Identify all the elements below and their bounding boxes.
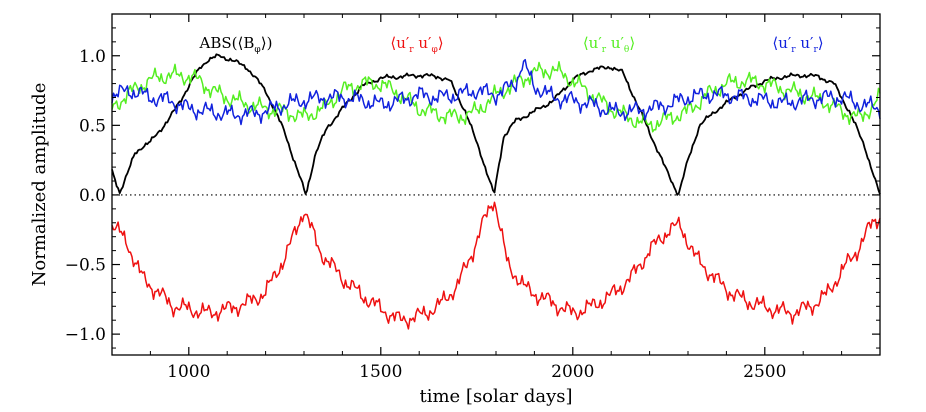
x-tick-label: 2000	[551, 362, 594, 382]
y-tick-label: 0.5	[79, 116, 106, 136]
series-line-3	[111, 58, 881, 126]
series-line-2	[111, 60, 881, 133]
x-axis-title: time [solar days]	[419, 386, 572, 407]
tick-layer: 1000 1500 2000 2500 −1.0 −0.5 0.0 0.5 1.0	[65, 14, 881, 382]
legend-entry-2: ⟨u′r u′θ⟩	[583, 34, 635, 55]
series-line-0	[111, 53, 881, 196]
y-axis-title: Normalized amplitude	[29, 83, 50, 287]
x-tick-label: 2500	[743, 362, 786, 382]
series-layer	[111, 53, 881, 330]
x-tick-label: 1500	[359, 362, 402, 382]
y-tick-label: −0.5	[65, 256, 106, 276]
y-tick-label: 0.0	[79, 186, 106, 206]
legend-entry-1: ⟨u′r u′φ⟩	[390, 34, 443, 55]
y-tick-label: 1.0	[79, 47, 106, 67]
legend: ABS(⟨Bφ⟩) ⟨u′r u′φ⟩ ⟨u′r u′θ⟩ ⟨u′r u′r⟩	[199, 34, 824, 55]
legend-entry-3: ⟨u′r u′r⟩	[772, 34, 823, 55]
legend-entry-0: ABS(⟨Bφ⟩)	[199, 34, 273, 55]
series-line-1	[111, 201, 881, 330]
x-tick-label: 1000	[167, 362, 210, 382]
y-tick-label: −1.0	[65, 325, 106, 345]
